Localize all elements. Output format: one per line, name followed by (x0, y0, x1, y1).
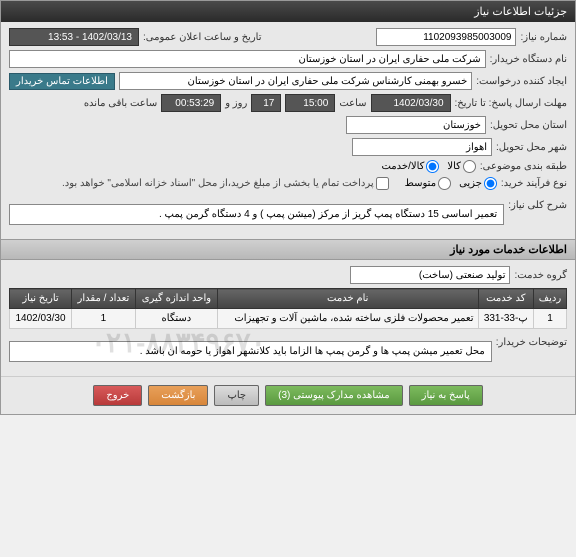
th-name: نام خدمت (218, 289, 478, 309)
radio-small[interactable]: جزیی (459, 177, 497, 190)
desc-label: شرح کلی نیاز: (508, 200, 567, 211)
contact-link[interactable]: اطلاعات تماس خریدار (9, 73, 115, 90)
desc-text: تعمیر اساسی 15 دستگاه پمپ گریز از مرکز (… (9, 204, 504, 225)
td-date: 1402/03/30 (10, 309, 72, 329)
row-requester: ایجاد کننده درخواست: خسرو بهمنی کارشناس … (9, 72, 567, 90)
print-button[interactable]: چاپ (214, 385, 259, 406)
announce-datetime-field: 1402/03/13 - 13:53 (9, 28, 139, 46)
th-row: ردیف (534, 289, 567, 309)
remaining-label: ساعت باقی مانده (84, 98, 157, 109)
services-table: ردیف کد خدمت نام خدمت واحد اندازه گیری ت… (9, 288, 567, 329)
deadline-time-field: 15:00 (285, 94, 335, 112)
th-date: تاریخ نیاز (10, 289, 72, 309)
row-buyer-notes: توضیحات خریدار: محل تعمیر میشن پمپ ها و … (9, 337, 567, 366)
radio-medium[interactable]: متوسط (405, 177, 451, 190)
remaining-time-field: 00:53:29 (161, 94, 221, 112)
buyer-org-field: شرکت ملی حفاری ایران در استان خوزستان (9, 50, 486, 68)
subject-type-radios: کالا کالا/خدمت (381, 160, 475, 173)
procurement-radios: جزیی متوسط (405, 177, 497, 190)
buyer-org-label: نام دستگاه خریدار: (490, 54, 567, 65)
table-row: 1 پ-33-331 تعمیر محصولات فلزی ساخته شده،… (10, 309, 567, 329)
td-unit: دستگاه (135, 309, 217, 329)
province-label: استان محل تحویل: (490, 120, 567, 131)
row-subject-type: طبقه بندی موضوعی: کالا کالا/خدمت (9, 160, 567, 173)
radio-goods-input[interactable] (463, 160, 476, 173)
service-group-label: گروه خدمت: (514, 270, 567, 281)
radio-medium-input[interactable] (438, 177, 451, 190)
day-label: روز و (225, 98, 247, 109)
row-buyer-org: نام دستگاه خریدار: شرکت ملی حفاری ایران … (9, 50, 567, 68)
attachments-button[interactable]: مشاهده مدارک پیوستی (3) (265, 385, 403, 406)
requester-label: ایجاد کننده درخواست: (476, 76, 567, 87)
form-area: شماره نیاز: 1102093985003009 تاریخ و ساع… (1, 22, 575, 239)
table-header-row: ردیف کد خدمت نام خدمت واحد اندازه گیری ت… (10, 289, 567, 309)
td-qty: 1 (72, 309, 136, 329)
radio-small-input[interactable] (484, 177, 497, 190)
payment-note: پرداخت تمام یا بخشی از مبلغ خرید،از محل … (62, 178, 374, 189)
exit-button[interactable]: خروج (93, 385, 142, 406)
th-code: کد خدمت (478, 289, 534, 309)
respond-button[interactable]: پاسخ به نیاز (409, 385, 483, 406)
services-header: اطلاعات خدمات مورد نیاز (1, 239, 575, 260)
procurement-label: نوع فرآیند خرید: (501, 178, 567, 189)
window-title: جزئیات اطلاعات نیاز (474, 6, 567, 18)
th-qty: تعداد / مقدار (72, 289, 136, 309)
need-number-field: 1102093985003009 (376, 28, 516, 46)
payment-checkbox-input[interactable] (376, 177, 389, 190)
row-desc: شرح کلی نیاز: تعمیر اساسی 15 دستگاه پمپ … (9, 200, 567, 229)
back-button[interactable]: بازگشت (148, 385, 208, 406)
button-bar: پاسخ به نیاز مشاهده مدارک پیوستی (3) چاپ… (1, 376, 575, 414)
radio-medium-label: متوسط (405, 178, 436, 189)
row-need-number: شماره نیاز: 1102093985003009 تاریخ و ساع… (9, 28, 567, 46)
radio-service-input[interactable] (426, 160, 439, 173)
need-number-label: شماره نیاز: (520, 32, 567, 43)
th-unit: واحد اندازه گیری (135, 289, 217, 309)
radio-service-label: کالا/خدمت (381, 161, 424, 172)
main-window: جزئیات اطلاعات نیاز شماره نیاز: 11020939… (0, 0, 576, 415)
services-area: گروه خدمت: تولید صنعتی (ساخت) ردیف کد خد… (1, 260, 575, 376)
radio-goods[interactable]: کالا (447, 160, 476, 173)
buyer-notes-label: توضیحات خریدار: (496, 337, 567, 348)
td-name: تعمیر محصولات فلزی ساخته شده، ماشین آلات… (218, 309, 478, 329)
service-group-field: تولید صنعتی (ساخت) (350, 266, 510, 284)
td-code: پ-33-331 (478, 309, 534, 329)
deadline-date-field: 1402/03/30 (371, 94, 451, 112)
row-province: استان محل تحویل: خوزستان (9, 116, 567, 134)
td-row: 1 (534, 309, 567, 329)
province-field: خوزستان (346, 116, 486, 134)
row-city: شهر محل تحویل: اهواز (9, 138, 567, 156)
row-procurement: نوع فرآیند خرید: جزیی متوسط پرداخت تمام … (9, 177, 567, 190)
city-field: اهواز (352, 138, 492, 156)
radio-goods-label: کالا (447, 161, 461, 172)
city-label: شهر محل تحویل: (496, 142, 567, 153)
title-bar: جزئیات اطلاعات نیاز (1, 1, 575, 22)
time-label-1: ساعت (339, 98, 366, 109)
announce-datetime-label: تاریخ و ساعت اعلان عمومی: (143, 32, 262, 43)
radio-service[interactable]: کالا/خدمت (381, 160, 439, 173)
radio-small-label: جزیی (459, 178, 482, 189)
payment-checkbox[interactable]: پرداخت تمام یا بخشی از مبلغ خرید،از محل … (62, 177, 389, 190)
row-service-group: گروه خدمت: تولید صنعتی (ساخت) (9, 266, 567, 284)
requester-field: خسرو بهمنی کارشناس شرکت ملی حفاری ایران … (119, 72, 472, 90)
row-deadline: مهلت ارسال پاسخ: تا تاریخ: 1402/03/30 سا… (9, 94, 567, 112)
deadline-label: مهلت ارسال پاسخ: تا تاریخ: (455, 98, 567, 109)
days-remaining-field: 17 (251, 94, 281, 112)
buyer-notes-text: محل تعمیر میشن پمپ ها و گرمن پمپ ها الزا… (9, 341, 492, 362)
content-area: شماره نیاز: 1102093985003009 تاریخ و ساع… (1, 22, 575, 414)
subject-type-label: طبقه بندی موضوعی: (480, 161, 567, 172)
